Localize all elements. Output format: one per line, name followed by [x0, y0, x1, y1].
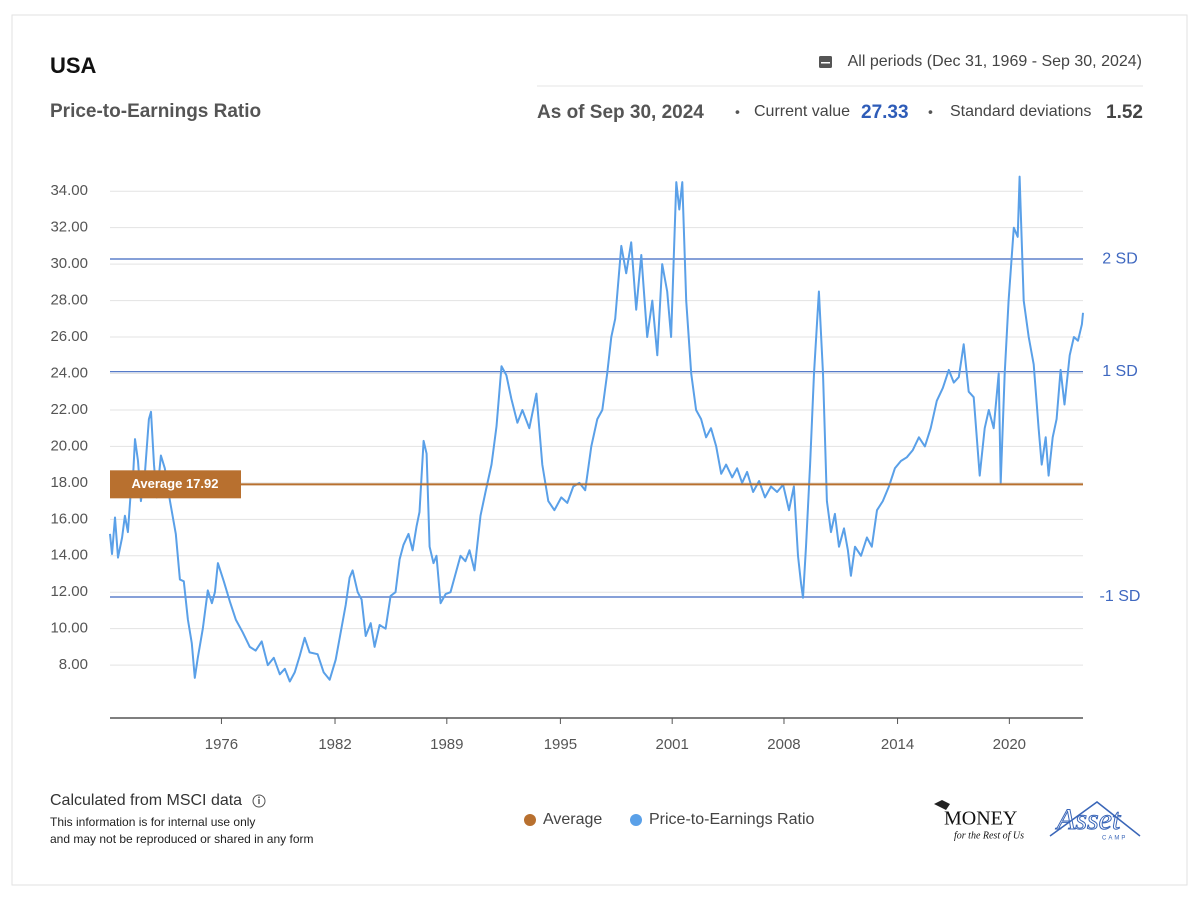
y-tick-label: 22.00: [50, 401, 88, 418]
data-line: [109, 175, 1084, 683]
y-tick-label: 12.00: [50, 583, 88, 600]
y-tick-label: 26.00: [50, 328, 88, 345]
logo-money: MONEY for the Rest of Us: [934, 800, 1024, 841]
logo-text: MONEY: [944, 808, 1017, 830]
sd-label: -1 SD: [1100, 588, 1141, 605]
title: USA: [50, 53, 97, 78]
sd-label: Standard deviations: [950, 103, 1091, 120]
calendar-icon: [819, 56, 832, 68]
sd-value: 1.52: [1106, 102, 1143, 123]
y-tick-label: 8.00: [59, 656, 88, 673]
logo-subtext: for the Rest of Us: [954, 830, 1024, 841]
x-tick-label: 2008: [767, 736, 800, 753]
subtitle: Price-to-Earnings Ratio: [50, 101, 261, 122]
y-tick-label: 24.00: [50, 364, 88, 381]
y-tick-label: 14.00: [50, 547, 88, 564]
legend-label[interactable]: Average: [543, 811, 602, 828]
x-tick-label: 1995: [544, 736, 577, 753]
average-label: Average 17.92: [132, 476, 219, 491]
y-tick-label: 30.00: [50, 255, 88, 272]
legend-swatch: [524, 814, 536, 826]
x-tick-label: 1982: [318, 736, 351, 753]
average-badge: [110, 470, 241, 499]
y-tick-label: 32.00: [50, 219, 88, 236]
legend-label[interactable]: Price-to-Earnings Ratio: [649, 811, 815, 828]
current-label: Current value: [754, 103, 850, 120]
y-tick-label: 34.00: [50, 182, 88, 199]
logo-text: Asset: [1055, 803, 1121, 836]
sd-label: 1 SD: [1102, 363, 1138, 380]
current-value: 27.33: [861, 102, 909, 123]
bullet: •: [928, 104, 933, 120]
as-of: As of Sep 30, 2024: [537, 102, 704, 123]
plot: 8.00 10.00 12.00 14.00 16.00 18.00 20.00 22.00 2…: [50, 175, 1141, 753]
period[interactable]: All periods (Dec 31, 1969 - Sep 30, 2024…: [848, 53, 1142, 70]
y-tick-label: 18.00: [50, 474, 88, 491]
y-tick-label: 16.00: [50, 510, 88, 527]
source: Calculated from MSCI data: [50, 792, 242, 809]
bullet: •: [735, 104, 740, 120]
y-tick-label: 10.00: [50, 620, 88, 637]
note-line: This information is for internal use onl…: [50, 815, 255, 829]
y-tick-label: 20.00: [50, 437, 88, 454]
x-tick-label: 1989: [430, 736, 463, 753]
note-line: and may not be reproduced or shared in a…: [50, 832, 313, 846]
y-tick-label: 28.00: [50, 292, 88, 309]
legend-swatch: [630, 814, 642, 826]
sd-label: 2 SD: [1102, 250, 1138, 267]
x-tick-label: 2001: [655, 736, 688, 753]
logo-asset: Asset CAMP: [1049, 801, 1141, 842]
logo-subtext: CAMP: [1102, 836, 1127, 842]
info-icon[interactable]: [252, 794, 266, 808]
x-tick-label: 1976: [205, 736, 238, 753]
card: [11, 14, 1188, 886]
x-tick-label: 2014: [881, 736, 914, 753]
x-tick-label: 2020: [993, 736, 1026, 753]
